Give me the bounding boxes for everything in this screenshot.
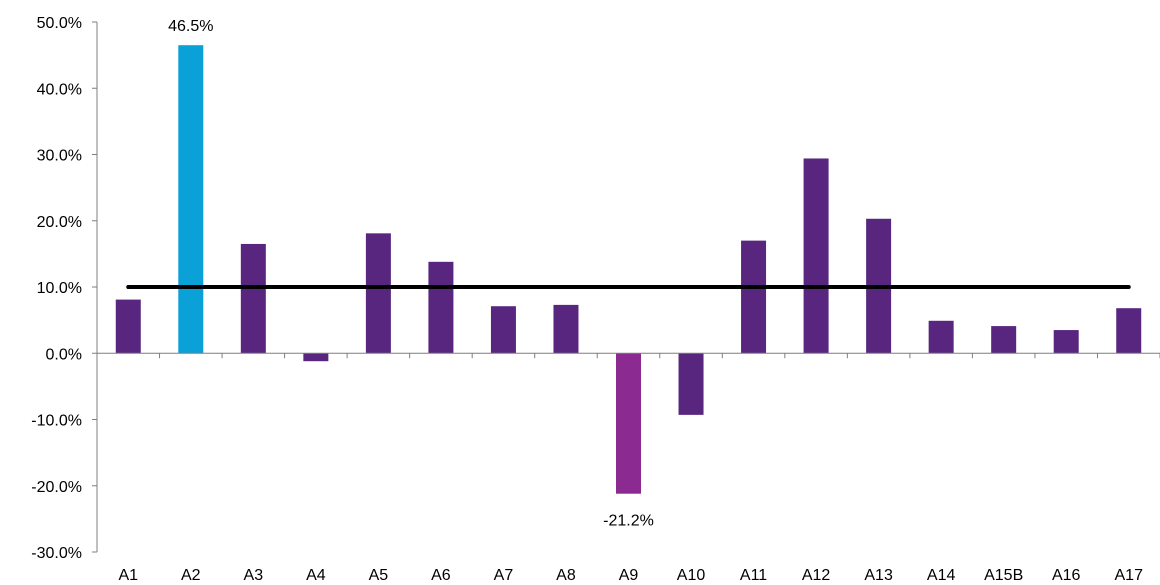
bar-A4 — [303, 353, 329, 362]
data-label: -21.2% — [603, 513, 654, 530]
bar-A3 — [240, 243, 266, 354]
bar-A11 — [741, 240, 767, 354]
bar-A5 — [365, 233, 391, 354]
x-tick-label: A1 — [118, 567, 138, 584]
x-tick-label: A6 — [431, 567, 451, 584]
bar-A7 — [490, 306, 516, 354]
x-tick-label: A11 — [740, 567, 767, 584]
bar-A15B — [991, 326, 1017, 354]
x-tick-label: A15B — [984, 567, 1023, 584]
y-tick-label: 0.0% — [46, 346, 82, 363]
y-tick-label: 20.0% — [37, 214, 82, 231]
x-tick-label: A13 — [864, 567, 893, 584]
bar-A6 — [428, 261, 454, 354]
data-labels: 46.5% -21.2% — [168, 18, 654, 530]
y-axis: -30.0% -20.0% -10.0% 0.0% 10.0% 20.0% 30.0% 40.… — [31, 15, 98, 562]
bar-A16 — [1053, 330, 1079, 354]
bar-A8 — [553, 304, 579, 354]
y-tick-label: 30.0% — [37, 148, 82, 165]
x-tick-label: A16 — [1052, 567, 1081, 584]
y-tick-label: -10.0% — [31, 413, 82, 430]
bar-A14 — [928, 320, 954, 354]
y-tick-label: -20.0% — [31, 479, 82, 496]
bar-A12 — [803, 158, 829, 354]
data-label: 46.5% — [168, 18, 213, 35]
x-tick-label: A10 — [677, 567, 706, 584]
bar-A2 — [178, 45, 204, 354]
y-tick-label: -30.0% — [31, 545, 82, 562]
x-tick-label: A5 — [369, 567, 389, 584]
bar-A1 — [115, 299, 141, 354]
bar-A10 — [678, 353, 704, 415]
bars — [115, 45, 1142, 494]
y-tick-label: 10.0% — [37, 280, 82, 297]
x-tick-label: A8 — [556, 567, 576, 584]
x-tick-label: A17 — [1115, 567, 1144, 584]
bar-A9 — [616, 353, 641, 494]
x-tick-label: A7 — [494, 567, 514, 584]
x-tick-label: A3 — [244, 567, 264, 584]
x-tick-label: A4 — [306, 567, 326, 584]
x-tick-label: A14 — [927, 567, 956, 584]
x-axis: A1 A2 A3 A4 A5 A6 A7 A8 A9 A10 A11 A12 A13 A14 A15B A16… — [96, 352, 1160, 584]
x-tick-label: A9 — [619, 567, 639, 584]
y-tick-label: 50.0% — [37, 15, 82, 32]
bar-A17 — [1116, 308, 1142, 354]
x-tick-label: A12 — [802, 567, 831, 584]
x-tick-label: A2 — [181, 567, 201, 584]
y-tick-label: 40.0% — [37, 81, 82, 98]
